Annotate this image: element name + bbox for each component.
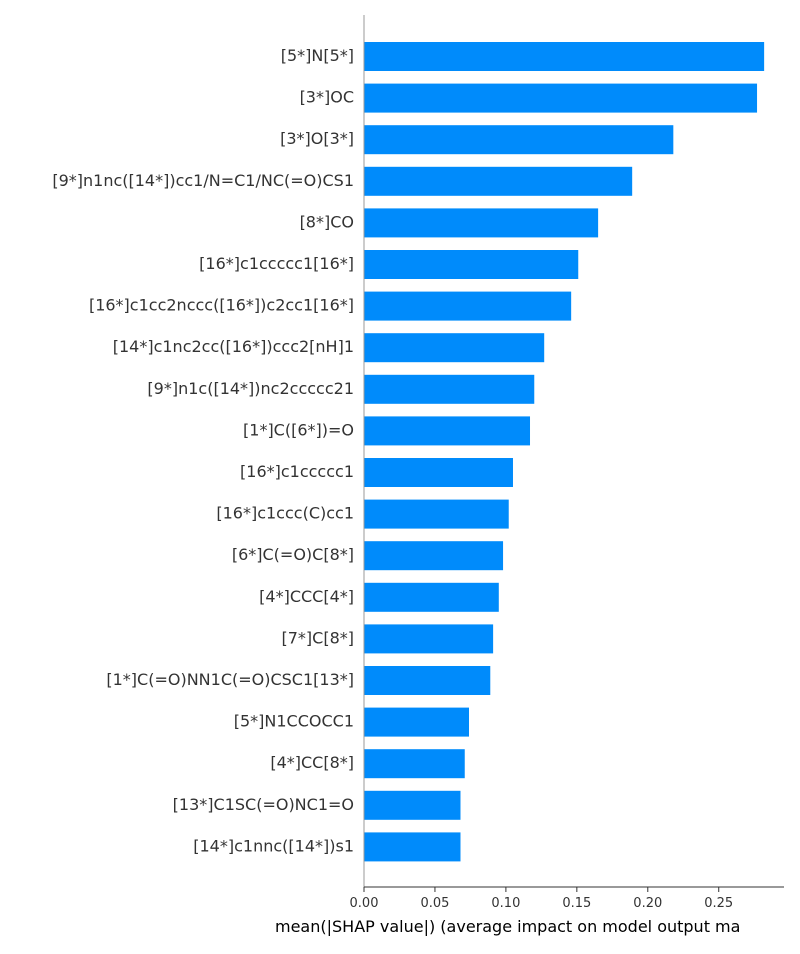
bar: [364, 624, 494, 654]
x-tick-label: 0.10: [491, 896, 520, 911]
bar: [364, 42, 765, 71]
x-tick-label: 0.25: [704, 896, 733, 911]
category-label: [7*]C[8*]: [282, 628, 355, 647]
bar: [364, 374, 535, 404]
category-label: [5*]N1CCOCC1: [234, 712, 354, 731]
bar: [364, 166, 633, 196]
bar: [364, 250, 579, 279]
bar: [364, 499, 509, 529]
bar: [364, 666, 491, 695]
axes: [363, 15, 784, 888]
bar: [364, 291, 572, 321]
category-label: [13*]C1SC(=O)NC1=O: [173, 795, 354, 814]
bar: [364, 582, 499, 612]
category-label: [3*]OC: [300, 88, 354, 107]
bar: [364, 790, 461, 820]
category-label: [3*]O[3*]: [280, 129, 354, 148]
x-tick-label: 0.15: [562, 896, 591, 911]
x-ticks: 0.00 0.05 0.10 0.15 0.20 0.25: [350, 887, 733, 911]
x-tick-label: 0.00: [350, 896, 379, 911]
category-label: [5*]N[5*]: [281, 46, 354, 65]
bar: [364, 707, 469, 737]
category-label: [16*]c1ccccc1: [240, 462, 354, 481]
category-label: [6*]C(=O)C[8*]: [232, 545, 354, 564]
category-label: [16*]c1ccccc1[16*]: [199, 254, 354, 273]
bar: [364, 83, 758, 113]
category-label: [1*]C([6*])=O: [243, 420, 354, 439]
bar: [364, 832, 461, 862]
bars-layer: [364, 42, 765, 862]
category-label: [14*]c1nnc([14*])s1: [193, 836, 354, 855]
category-label: [9*]n1nc([14*])cc1/N=C1/NC(=O)CS1: [52, 171, 354, 190]
x-tick-label: 0.05: [420, 896, 449, 911]
bar: [364, 125, 674, 155]
bar: [364, 749, 465, 779]
bar: [364, 333, 545, 363]
bar: [364, 416, 531, 446]
x-axis-label: mean(|SHAP value|) (average impact on mo…: [275, 917, 740, 936]
category-label: [4*]CC[8*]: [270, 753, 354, 772]
x-tick-label: 0.20: [633, 896, 662, 911]
bar: [364, 458, 513, 487]
bar: [364, 541, 504, 571]
category-label: [4*]CCC[4*]: [259, 587, 354, 606]
category-label: [16*]c1ccc(C)cc1: [216, 504, 354, 523]
category-label: [16*]c1cc2nccc([16*])c2cc1[16*]: [89, 296, 354, 315]
bar: [364, 208, 599, 238]
category-label: [14*]c1nc2cc([16*])ccc2[nH]1: [113, 337, 354, 356]
category-label: [1*]C(=O)NN1C(=O)CSC1[13*]: [106, 670, 354, 689]
y-tick-labels: [5*]N[5*] [3*]OC [3*]O[3*] [9*]n1nc([14*])c…: [52, 46, 354, 855]
category-label: [8*]CO: [300, 212, 354, 231]
category-label: [9*]n1c([14*])nc2ccccc21: [147, 379, 354, 398]
